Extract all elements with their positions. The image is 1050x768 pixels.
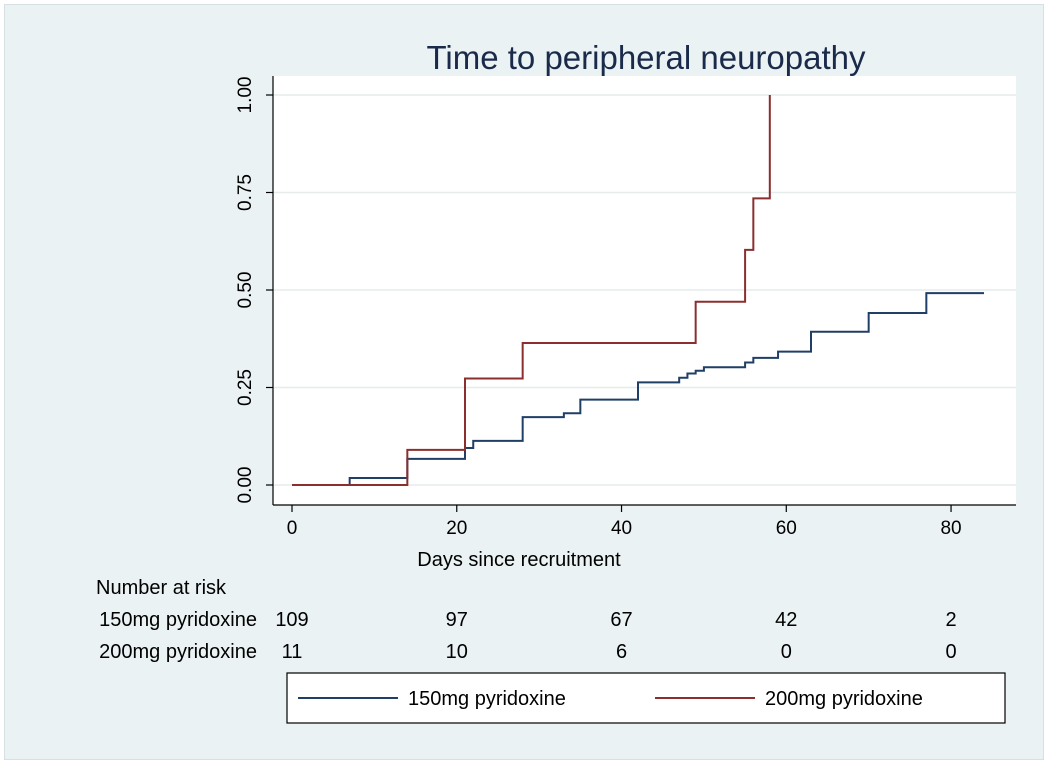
- risk-row-label: 150mg pyridoxine: [99, 609, 257, 631]
- x-tick-label: 80: [940, 518, 961, 539]
- risk-table: Number at risk 150mg pyridoxine 109 97 67 42 2…: [96, 577, 957, 663]
- legend-label: 200mg pyridoxine: [765, 688, 923, 710]
- x-tick-label: 20: [446, 518, 467, 539]
- risk-value: 67: [610, 609, 632, 631]
- y-tick-label: 0.25: [235, 369, 256, 406]
- axes: 0.00 0.25 0.50 0.75 1.00 0 20 40 60 80: [235, 76, 1016, 539]
- risk-row-label: 200mg pyridoxine: [99, 641, 257, 663]
- risk-value: 11: [282, 641, 303, 663]
- x-tick-label: 40: [611, 518, 632, 539]
- risk-value: 109: [275, 609, 308, 631]
- series-layer: [292, 95, 984, 486]
- gridlines: [273, 94, 1016, 486]
- risk-value: 0: [781, 641, 792, 663]
- risk-value: 10: [446, 641, 468, 663]
- x-tick-label: 0: [287, 518, 298, 539]
- y-tick-label: 0.00: [235, 467, 256, 504]
- legend-label: 150mg pyridoxine: [408, 688, 566, 710]
- x-axis-label: Days since recruitment: [417, 549, 621, 571]
- risk-value: 97: [446, 609, 468, 631]
- chart-title: Time to peripheral neuropathy: [426, 39, 866, 76]
- series-line-1: [292, 95, 771, 486]
- y-tick-label: 0.75: [235, 174, 256, 211]
- x-tick-label: 60: [776, 518, 797, 539]
- series-line-0: [292, 292, 984, 486]
- risk-value: 42: [775, 609, 797, 631]
- y-tick-label: 0.50: [235, 272, 256, 309]
- risk-value: 2: [945, 609, 956, 631]
- risk-table-header: Number at risk: [96, 577, 227, 599]
- risk-value: 6: [616, 641, 627, 663]
- y-tick-label: 1.00: [235, 77, 256, 114]
- legend: 150mg pyridoxine 200mg pyridoxine: [286, 672, 1006, 724]
- legend-box: [286, 672, 1006, 724]
- risk-value: 0: [945, 641, 956, 663]
